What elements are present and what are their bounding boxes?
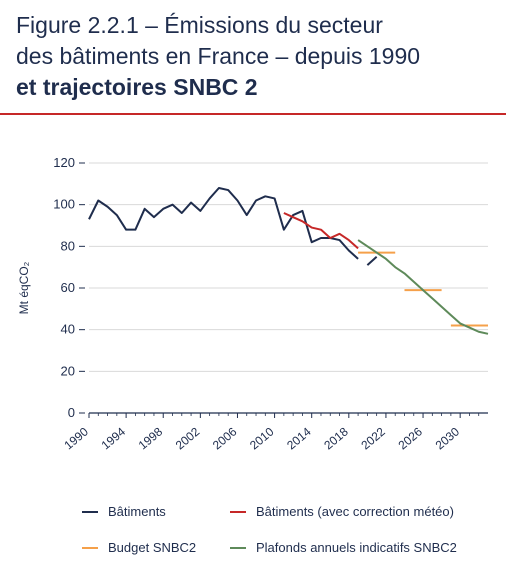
legend-item-budget: Budget SNBC2	[82, 540, 196, 555]
y-tick-label: 20	[61, 363, 75, 378]
series-batiments-meteo-line	[283, 212, 359, 250]
x-tick-label: 1990	[61, 424, 91, 452]
x-tick-label: 2030	[433, 424, 463, 452]
title-line-3: et trajectoires SNBC 2	[16, 74, 258, 100]
series-batiments-line	[88, 187, 359, 260]
title-line-2: des bâtiments en France – depuis 1990	[16, 43, 421, 69]
y-tick-label: 40	[61, 322, 75, 337]
legend-item-plafonds: Plafonds annuels indicatifs SNBC2	[230, 540, 457, 555]
y-tick-label: 120	[53, 155, 75, 170]
x-tick-label: 2014	[284, 424, 314, 452]
y-tick-label: 0	[68, 405, 75, 420]
y-tick-label: 80	[61, 238, 75, 253]
legend-swatch-plafonds	[230, 546, 246, 549]
x-tick-label: 2022	[358, 424, 388, 452]
x-tick-label: 2002	[173, 424, 203, 452]
x-tick-label: 1994	[99, 424, 129, 452]
chart-title: Figure 2.2.1 – Émissions du secteur des …	[16, 10, 496, 103]
legend-item-batiments-meteo: Bâtiments (avec correction météo)	[230, 504, 454, 519]
y-tick-label: 60	[61, 280, 75, 295]
y-tick-label: 100	[53, 197, 75, 212]
legend-item-batiments: Bâtiments	[82, 504, 166, 519]
x-tick-label: 1998	[136, 424, 166, 452]
legend-label-batiments: Bâtiments	[108, 504, 166, 519]
x-tick-label: 2026	[396, 424, 426, 452]
legend-label-plafonds: Plafonds annuels indicatifs SNBC2	[256, 540, 457, 555]
title-line-1: Figure 2.2.1 – Émissions du secteur	[16, 12, 383, 38]
legend-label-budget: Budget SNBC2	[108, 540, 197, 555]
series-batiments-tail	[366, 256, 378, 266]
series-plafonds-snbc2-line	[357, 239, 489, 335]
y-axis-label: Mt éqCO₂	[17, 261, 31, 314]
x-tick-label: 2018	[321, 424, 351, 452]
x-tick-label: 2010	[247, 424, 277, 452]
legend-swatch-batiments	[82, 510, 98, 513]
x-tick-label: 2006	[210, 424, 240, 452]
legend-swatch-batiments-meteo	[230, 510, 246, 513]
legend-swatch-budget	[82, 546, 98, 549]
title-divider	[0, 113, 506, 115]
legend-label-batiments-meteo: Bâtiments (avec correction météo)	[256, 504, 454, 519]
